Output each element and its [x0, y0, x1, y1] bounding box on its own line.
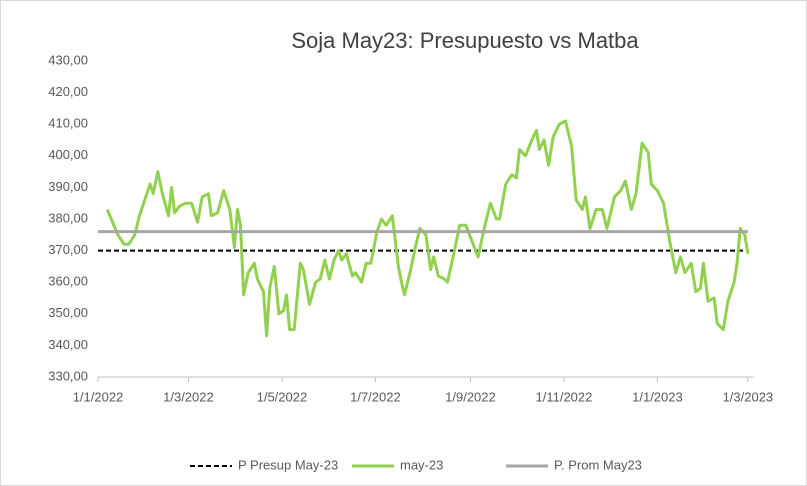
- x-tick-label: 1/11/2022: [536, 389, 593, 404]
- x-tick-label: 1/9/2022: [445, 389, 496, 404]
- chart-title: Soja May23: Presupuesto vs Matba: [291, 28, 639, 53]
- series-line: [105, 119, 750, 338]
- y-tick-label: 400,00: [48, 147, 88, 162]
- x-tick-label: 1/1/2023: [632, 389, 683, 404]
- y-tick-label: 390,00: [48, 179, 88, 194]
- x-tick-label: 1/7/2022: [350, 389, 401, 404]
- y-tick-label: 380,00: [48, 210, 88, 225]
- y-tick-label: 370,00: [48, 242, 88, 257]
- y-tick-label: 410,00: [48, 116, 88, 131]
- x-tick-label: 1/3/2022: [163, 389, 214, 404]
- legend-label: may-23: [400, 457, 443, 472]
- legend-label: P. Prom May23: [554, 457, 642, 472]
- y-tick-label: 330,00: [48, 368, 88, 383]
- x-tick-label: 1/3/2023: [723, 389, 774, 404]
- y-tick-label: 430,00: [48, 52, 88, 67]
- y-tick-label: 340,00: [48, 337, 88, 352]
- y-tick-label: 420,00: [48, 84, 88, 99]
- x-tick-label: 1/5/2022: [257, 389, 308, 404]
- x-tick-label: 1/1/2022: [73, 389, 124, 404]
- legend-label: P Presup May-23: [238, 457, 338, 472]
- y-tick-label: 360,00: [48, 274, 88, 289]
- y-tick-label: 350,00: [48, 305, 88, 320]
